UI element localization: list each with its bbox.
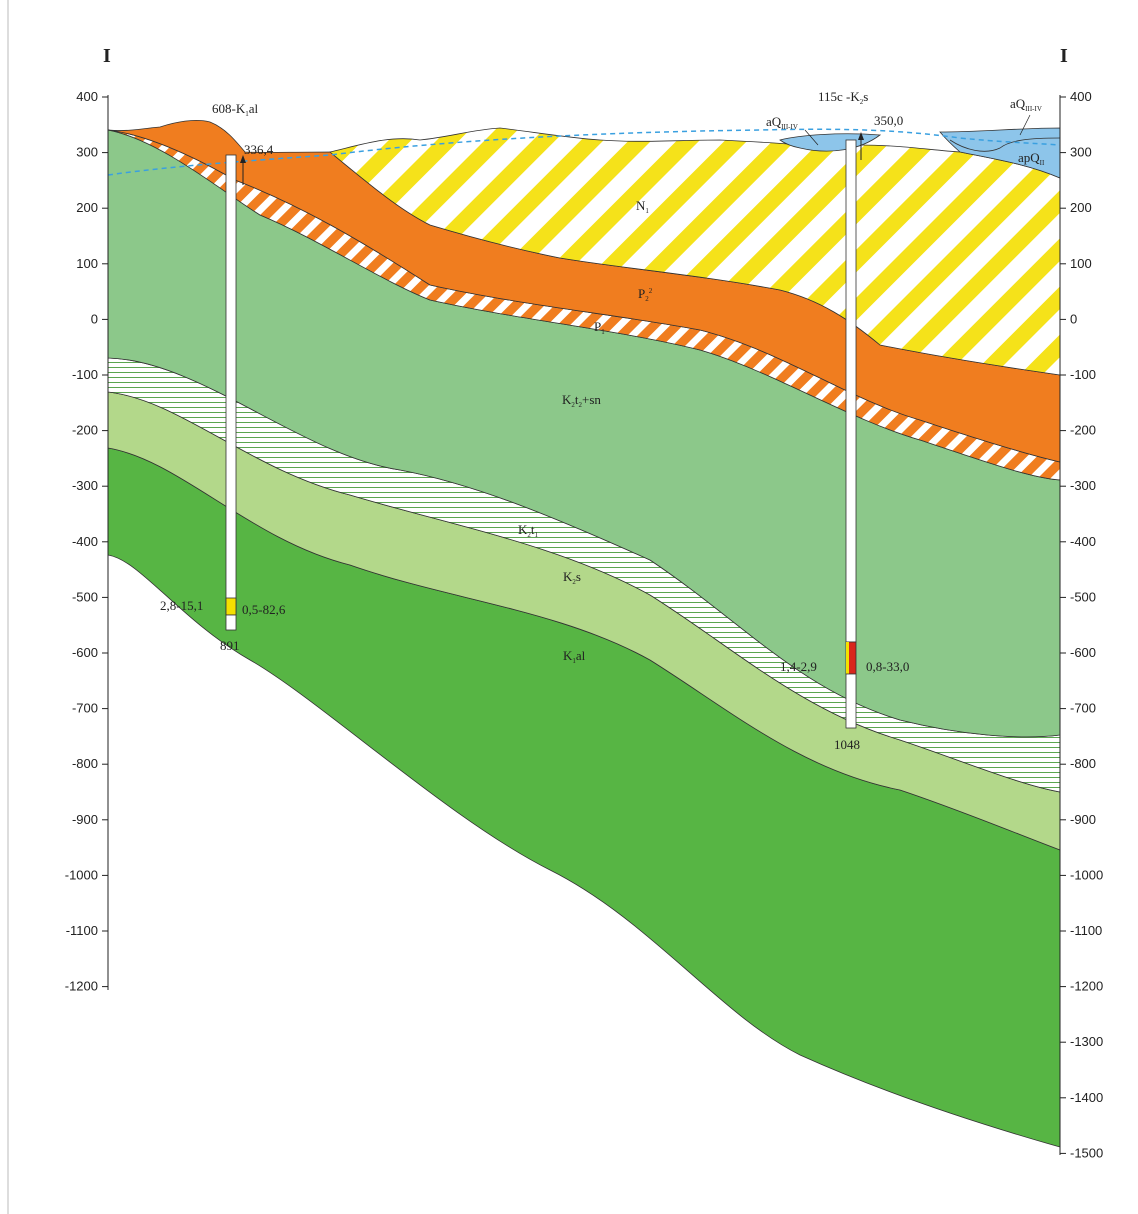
- right-axis-tick-label: -900: [1070, 812, 1096, 827]
- right-axis-tick-label: -1200: [1070, 979, 1103, 994]
- left-axis-tick-label: -500: [72, 589, 98, 604]
- well-1-bottom: [225, 614, 237, 631]
- label-aq-a: aQIII-IV: [766, 114, 798, 131]
- left-axis-tick-label: 100: [76, 256, 98, 271]
- left-axis-tick-label: -400: [72, 534, 98, 549]
- layer-labels: N1 P22 P1 K2t2+sn K2t1 K2s K1al aQIII-IV…: [518, 96, 1045, 665]
- left-axis-tick-label: -1000: [65, 867, 98, 882]
- label-n1: N1: [636, 198, 649, 215]
- left-axis-tick-label: -1100: [66, 923, 98, 938]
- label-k1al: K1al: [563, 648, 586, 665]
- right-axis-tick-label: 300: [1070, 145, 1092, 160]
- section-mark-left: I: [103, 45, 111, 67]
- well-1-interval: [225, 597, 237, 616]
- label-apq: apQII: [1018, 150, 1045, 167]
- left-axis-tick-label: -200: [72, 423, 98, 438]
- right-axis-tick-label: -300: [1070, 478, 1096, 493]
- well-1-left-value: 2,8-15,1: [160, 598, 203, 613]
- section-mark-right: I: [1060, 45, 1068, 67]
- left-axis-tick-label: -1200: [65, 979, 98, 994]
- left-axis-tick-label: -600: [72, 645, 98, 660]
- left-axis-tick-label: 200: [76, 200, 98, 215]
- well-2: 115c -K2s 350,0 1,4-2,9 0,8-33,0 1048: [780, 89, 909, 752]
- left-axis-tick-label: -700: [72, 701, 98, 716]
- well-1-collar: 336,4: [244, 142, 274, 157]
- left-axis-tick-label: 0: [91, 311, 98, 326]
- well-1-bore: [225, 154, 237, 616]
- left-axis-tick-label: -300: [72, 478, 98, 493]
- right-axis-tick-label: -500: [1070, 589, 1096, 604]
- well-2-right-value: 0,8-33,0: [866, 659, 909, 674]
- water-table-line: [107, 128, 1061, 176]
- label-p1: P1: [594, 319, 605, 336]
- right-axis-tick-label: -100: [1070, 367, 1096, 382]
- right-axis-tick-label: -1000: [1070, 867, 1103, 882]
- right-axis-tick-label: 0: [1070, 311, 1077, 326]
- left-axis-tick-label: -900: [72, 812, 98, 827]
- left-axis-tick-label: -800: [72, 756, 98, 771]
- left-axis-tick-label: 300: [76, 145, 98, 160]
- right-axis-tick-label: -400: [1070, 534, 1096, 549]
- well-2-bore: [845, 139, 857, 643]
- right-axis-tick-label: -1300: [1070, 1034, 1103, 1049]
- well-2-name: 115c -K2s: [818, 89, 868, 106]
- well-1-depth: 891: [220, 638, 240, 653]
- right-axis-tick-label: -1400: [1070, 1090, 1103, 1105]
- right-axis-tick-label: -800: [1070, 756, 1096, 771]
- well-2-bottom: [845, 673, 857, 729]
- label-k2t1: K2t1: [518, 522, 539, 539]
- well-1-right-value: 0,5-82,6: [242, 602, 286, 617]
- label-aq-b: aQIII-IV: [1010, 96, 1042, 113]
- right-axis-tick-label: 200: [1070, 200, 1092, 215]
- label-p2: P22: [638, 286, 653, 303]
- right-axis: 400 300 200 100 0 -100 -200 -300 -400 -500 -600 -70…: [1059, 89, 1103, 1160]
- left-axis-tick-label: 400: [76, 89, 98, 104]
- right-axis-tick-label: 100: [1070, 256, 1092, 271]
- right-axis-tick-label: 400: [1070, 89, 1092, 104]
- left-axis-tick-label: -100: [72, 367, 98, 382]
- right-axis-tick-label: -200: [1070, 423, 1096, 438]
- layer-apq: [939, 127, 1061, 179]
- layer-aq-lens-right: [949, 137, 1061, 152]
- right-axis-tick-label: -600: [1070, 645, 1096, 660]
- well-2-depth: 1048: [834, 737, 860, 752]
- label-k2t2sn: K2t2+sn: [562, 392, 601, 409]
- well-1-name: 608-K1al: [212, 101, 258, 118]
- label-k2s: K2s: [563, 569, 581, 586]
- well-2-left-value: 1,4-2,9: [780, 659, 817, 674]
- right-axis-tick-label: -700: [1070, 701, 1096, 716]
- right-axis-tick-label: -1500: [1070, 1145, 1103, 1160]
- well-2-collar: 350,0: [874, 113, 903, 128]
- layers: [107, 119, 1061, 1148]
- well-1: 608-K1al 336,4 2,8-15,1 0,5-82,6 891: [160, 101, 286, 653]
- left-axis: 400 300 200 100 0 -100 -200 -300 -400 -500 -600 -70…: [65, 89, 109, 994]
- right-axis-tick-label: -1100: [1070, 923, 1102, 938]
